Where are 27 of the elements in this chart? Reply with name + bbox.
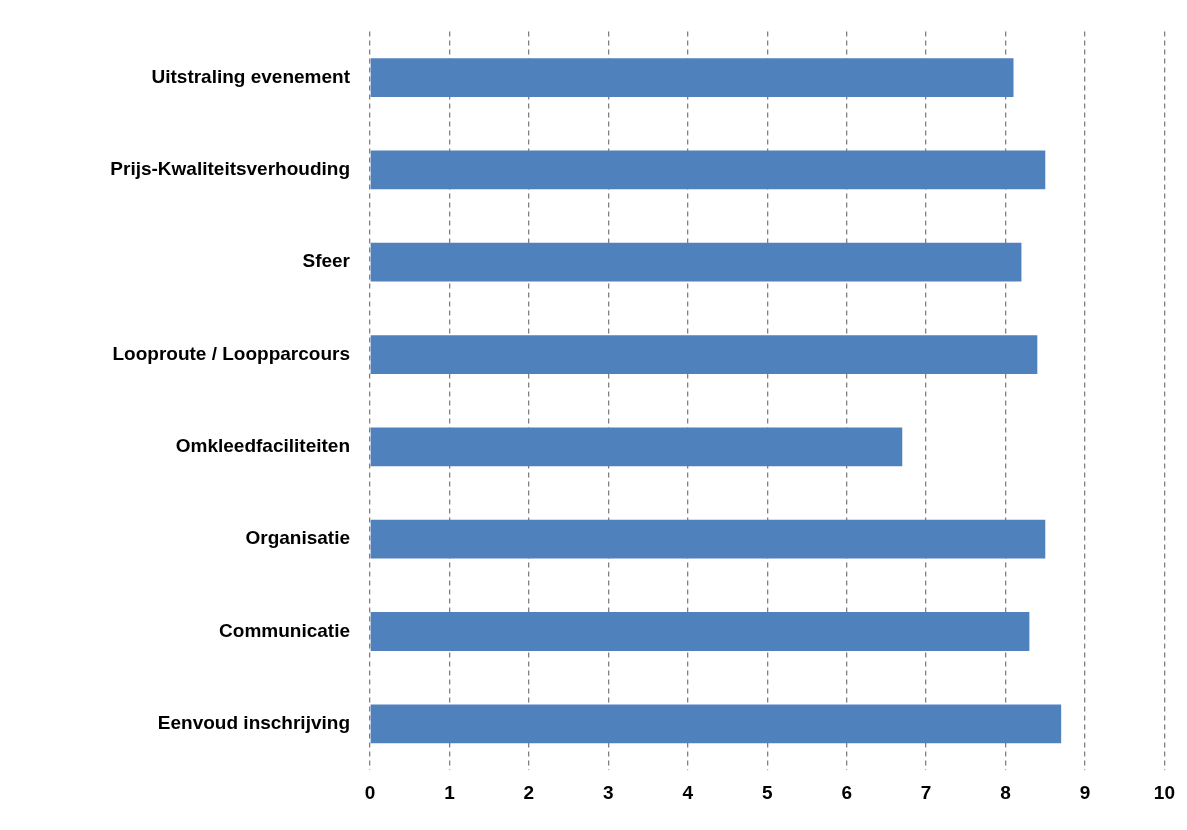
x-tick-label: 3 [603,781,614,803]
x-tick-label: 1 [444,781,456,803]
bar [370,58,1014,97]
x-tick-label: 4 [682,781,694,803]
x-tick-label: 10 [1153,781,1175,803]
x-tick-label: 7 [920,781,932,803]
x-tick-label: 9 [1079,781,1091,803]
bar [370,242,1022,282]
y-tick-label: Looproute / Loopparcours [112,342,350,364]
y-tick-label: Sfeer [302,250,351,272]
y-tick-label: Organisatie [245,527,350,549]
x-tick-label: 2 [523,781,535,803]
bar [370,427,903,467]
bar [370,704,1062,744]
x-tick-label: 0 [364,781,376,803]
bar [370,519,1046,559]
bar [370,335,1038,374]
x-tick-label: 6 [841,781,852,803]
y-tick-label: Eenvoud inschrijving [157,712,350,734]
y-tick-label: Prijs-Kwaliteitsverhouding [110,158,350,180]
bar [370,150,1046,190]
y-tick-label: Uitstraling evenement [151,65,351,87]
y-tick-label: Omkleedfaciliteiten [175,435,350,457]
bar [370,612,1030,651]
y-tick-label: Communicatie [219,619,350,641]
x-tick-label: 8 [1000,781,1011,803]
x-tick-label: 5 [761,781,773,803]
